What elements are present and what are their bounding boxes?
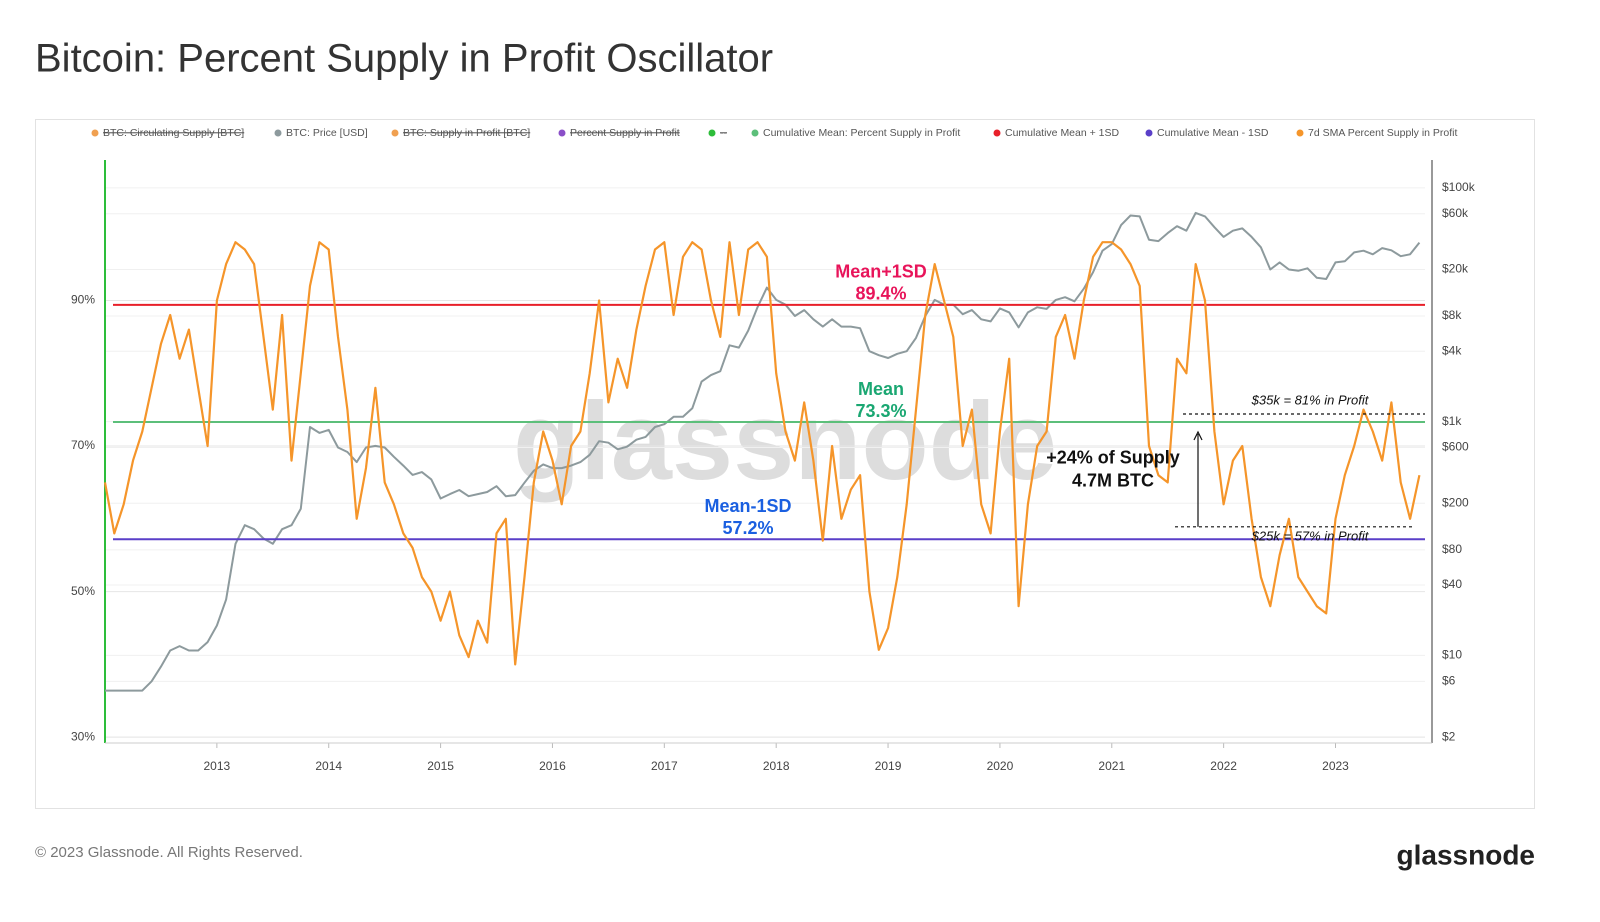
plot: glassnode$100k$60k$20k$8k$4k$1k$600$200$… [71, 127, 1476, 773]
y2-tick-label: $80 [1442, 542, 1462, 556]
y2-tick-label: $20k [1442, 262, 1469, 276]
legend-swatch [993, 129, 1001, 137]
legend-swatch [91, 129, 99, 137]
legend-swatch [1296, 129, 1304, 137]
legend-swatch [1145, 129, 1153, 137]
y2-tick-label: $200 [1442, 495, 1469, 509]
legend-label: BTC: Supply in Profit [BTC] [403, 127, 530, 139]
x-tick-label: 2022 [1210, 759, 1237, 773]
y-tick-label: 30% [71, 729, 95, 743]
x-tick-label: 2017 [651, 759, 678, 773]
footer: © 2023 Glassnode. All Rights Reserved. [35, 844, 303, 861]
x-tick-label: 2014 [315, 759, 342, 773]
y-tick-label: 70% [71, 438, 95, 452]
x-tick-label: 2013 [204, 759, 231, 773]
logo: glassnode [1397, 839, 1535, 870]
y2-tick-label: $600 [1442, 440, 1469, 454]
annotation-arrowhead [1193, 430, 1203, 441]
y2-tick-label: $10 [1442, 648, 1462, 662]
legend-swatch [708, 129, 716, 137]
callout-text: +24% of Supply [1046, 448, 1180, 468]
y2-tick-label: $6 [1442, 673, 1456, 687]
x-tick-label: 2023 [1322, 759, 1349, 773]
series-line [105, 211, 1421, 692]
y2-tick-label: $40 [1442, 577, 1462, 591]
y-tick-label: 50% [71, 584, 95, 598]
y2-tick-label: $60k [1442, 206, 1469, 220]
x-tick-label: 2016 [539, 759, 566, 773]
legend-swatch [558, 129, 566, 137]
x-tick-label: 2020 [987, 759, 1014, 773]
legend-swatch [751, 129, 759, 137]
reference-label: Mean+1SD [835, 262, 927, 282]
x-tick-label: 2021 [1098, 759, 1125, 773]
legend-label: -- [720, 127, 727, 139]
callout-text: 4.7M BTC [1072, 471, 1154, 491]
page-title: Bitcoin: Percent Supply in Profit Oscill… [35, 37, 773, 81]
annotation-label: $25k = 57% in Profit [1251, 528, 1370, 543]
legend-label: Cumulative Mean + 1SD [1005, 127, 1120, 139]
y2-tick-label: $4k [1442, 343, 1462, 357]
legend-label: Percent Supply in Profit [570, 127, 680, 139]
series-line [103, 241, 1421, 666]
legend-label: Cumulative Mean - 1SD [1157, 127, 1269, 139]
chart-frame [35, 119, 1535, 809]
x-tick-label: 2019 [875, 759, 902, 773]
legend-label: Cumulative Mean: Percent Supply in Profi… [763, 127, 960, 139]
reference-value-label: 73.3% [855, 401, 906, 421]
legend-swatch [391, 129, 399, 137]
y-tick-label: 90% [71, 293, 95, 307]
y2-tick-label: $8k [1442, 308, 1462, 322]
reference-value-label: 57.2% [722, 518, 773, 538]
legend-swatch [274, 129, 282, 137]
y2-tick-label: $2 [1442, 729, 1456, 743]
y2-tick-label: $100k [1442, 180, 1476, 194]
y2-tick-label: $1k [1442, 414, 1462, 428]
x-tick-label: 2018 [763, 759, 790, 773]
reference-value-label: 89.4% [855, 284, 906, 304]
legend-label: BTC: Circulating Supply [BTC] [103, 127, 244, 139]
x-tick-label: 2015 [427, 759, 454, 773]
reference-label: Mean-1SD [704, 496, 791, 516]
legend-label: BTC: Price [USD] [286, 127, 368, 139]
reference-label: Mean [858, 379, 904, 399]
annotation-label: $35k = 81% in Profit [1251, 392, 1370, 407]
legend-label: 7d SMA Percent Supply in Profit [1308, 127, 1457, 139]
